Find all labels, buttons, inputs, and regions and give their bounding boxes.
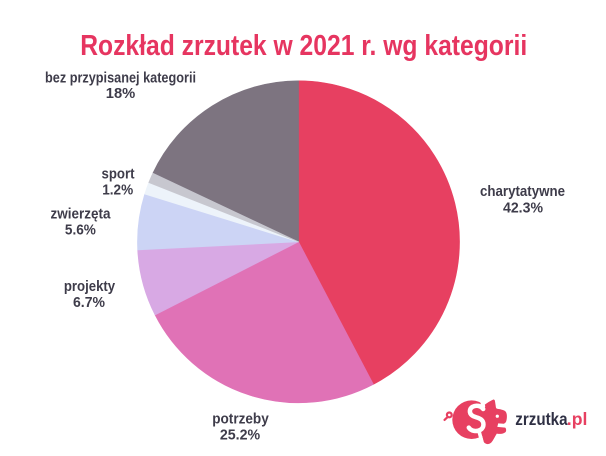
svg-text:6.7%: 6.7% (73, 294, 105, 311)
svg-text:.pl: .pl (567, 409, 588, 429)
svg-text:sport: sport (102, 165, 135, 182)
svg-text:5.6%: 5.6% (65, 221, 96, 238)
svg-text:25.2%: 25.2% (220, 427, 260, 444)
svg-text:zrzutka: zrzutka (515, 409, 567, 429)
svg-text:Rozkład zrzutek w 2021 r. wg k: Rozkład zrzutek w 2021 r. wg kategorii (80, 30, 527, 62)
svg-text:projekty: projekty (64, 278, 116, 295)
svg-text:42.3%: 42.3% (503, 200, 543, 217)
svg-text:1.2%: 1.2% (102, 182, 133, 199)
svg-text:potrzeby: potrzeby (212, 411, 269, 428)
svg-text:18%: 18% (106, 85, 136, 102)
svg-text:bez przypisanej kategorii: bez przypisanej kategorii (45, 69, 196, 86)
svg-text:charytatywne: charytatywne (480, 183, 565, 200)
svg-text:zwierzęta: zwierzęta (51, 206, 112, 223)
